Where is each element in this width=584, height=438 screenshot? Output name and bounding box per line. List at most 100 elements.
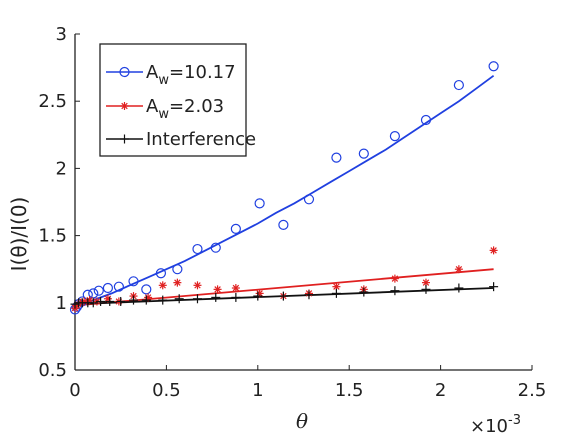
data-point-series-2 bbox=[193, 281, 202, 290]
data-point-series-3 bbox=[70, 299, 80, 309]
x-tick-label: 0 bbox=[69, 380, 80, 401]
data-point-series-2 bbox=[213, 285, 222, 294]
data-point-series-1 bbox=[254, 198, 265, 209]
data-point-series-3 bbox=[116, 296, 126, 306]
star-stroke bbox=[391, 275, 399, 282]
axis-labels: I(θ)/I(0) θ ×10-3 bbox=[7, 197, 521, 437]
axes: 0 0.5 1 1.5 2 2.50.511.522.53 bbox=[38, 24, 546, 401]
legend-star-glyph bbox=[120, 102, 129, 110]
legend-entry-1: Aw=10.17 bbox=[106, 62, 236, 88]
data-point-series-1 bbox=[113, 281, 124, 292]
data-point-series-3 bbox=[454, 283, 464, 293]
data-point-series-2 bbox=[390, 274, 399, 283]
data-point-series-2 bbox=[454, 265, 463, 274]
data-points bbox=[69, 61, 499, 315]
data-point-series-3 bbox=[96, 296, 106, 306]
data-point-series-3 bbox=[359, 287, 369, 297]
y-tick-label: 2 bbox=[56, 158, 67, 179]
legend-label-1-rest: =10.17 bbox=[169, 62, 236, 83]
data-point-series-3 bbox=[158, 295, 168, 305]
legend-label-2: Aw=2.03 bbox=[146, 96, 224, 122]
legend-marker-1 bbox=[119, 66, 130, 78]
data-point-series-1 bbox=[389, 131, 400, 142]
legend-entry-2: Aw=2.03 bbox=[106, 96, 224, 122]
y-tick-label: 2.5 bbox=[38, 91, 67, 112]
x-exponent-base: ×10 bbox=[470, 416, 508, 437]
data-point-series-3 bbox=[253, 291, 263, 301]
star-stroke bbox=[174, 279, 181, 286]
star-stroke bbox=[422, 279, 430, 286]
star-stroke bbox=[232, 284, 240, 292]
x-tick-label: 1.5 bbox=[335, 380, 364, 401]
legend-label-1-main: A bbox=[146, 62, 159, 83]
star-stroke bbox=[333, 283, 340, 290]
star-stroke bbox=[490, 247, 497, 254]
data-point-series-2 bbox=[158, 281, 167, 290]
y-tick-label: 1 bbox=[56, 293, 67, 314]
x-tick-label: 2.5 bbox=[518, 380, 547, 401]
data-point-series-3 bbox=[88, 298, 98, 308]
x-tick-label: 1 bbox=[252, 380, 263, 401]
y-tick-label: 1.5 bbox=[38, 226, 67, 247]
fit-line-series-2 bbox=[74, 268, 494, 307]
legend-label-2-sub: w bbox=[158, 107, 169, 122]
star-stroke bbox=[121, 102, 128, 110]
legend-label-2-rest: =2.03 bbox=[169, 96, 224, 117]
x-axis-label: θ bbox=[296, 409, 308, 433]
data-point-series-3 bbox=[304, 290, 314, 300]
star-stroke bbox=[214, 286, 221, 293]
star-stroke bbox=[159, 282, 166, 289]
data-point-series-1 bbox=[303, 194, 315, 205]
data-point-series-2 bbox=[231, 284, 240, 293]
star-stroke bbox=[455, 265, 463, 273]
data-point-series-1 bbox=[453, 79, 464, 91]
data-point-series-1 bbox=[331, 152, 342, 163]
data-point-series-3 bbox=[128, 295, 138, 305]
data-point-series-1 bbox=[102, 282, 114, 294]
data-point-series-1 bbox=[155, 268, 167, 279]
legend: Aw=10.17 Aw=2.03 Interference bbox=[99, 43, 256, 157]
data-point-series-1 bbox=[128, 276, 139, 287]
data-point-series-1 bbox=[210, 242, 221, 253]
data-point-series-1 bbox=[230, 223, 241, 234]
legend-label-3: Interference bbox=[146, 129, 256, 150]
data-point-series-1 bbox=[88, 288, 99, 299]
fit-line-series-1 bbox=[74, 74, 495, 308]
legend-label-2-main: A bbox=[146, 96, 159, 117]
data-point-series-3 bbox=[278, 291, 288, 301]
data-point-series-1 bbox=[172, 264, 183, 275]
data-point-series-1 bbox=[488, 61, 499, 72]
data-point-series-3 bbox=[105, 296, 115, 306]
legend-marker-3 bbox=[120, 134, 129, 144]
data-point-series-3 bbox=[192, 294, 202, 304]
x-tick-label: 0.5 bbox=[152, 380, 181, 401]
legend-label-1-sub: w bbox=[158, 73, 169, 88]
data-point-series-3 bbox=[421, 284, 431, 294]
data-point-series-1 bbox=[93, 285, 104, 296]
x-exponent-power: -3 bbox=[508, 413, 521, 428]
data-point-series-1 bbox=[141, 284, 152, 295]
data-point-series-1 bbox=[278, 219, 289, 230]
data-point-series-2 bbox=[489, 246, 498, 255]
data-point-series-2 bbox=[80, 297, 89, 306]
legend-entry-3: Interference bbox=[106, 129, 256, 150]
data-point-series-3 bbox=[141, 295, 151, 305]
star-stroke bbox=[104, 295, 112, 302]
data-point-series-3 bbox=[231, 292, 241, 302]
x-tick-label: 2 bbox=[435, 380, 446, 401]
data-point-series-2 bbox=[173, 278, 182, 287]
data-point-series-1 bbox=[358, 148, 369, 159]
star-stroke bbox=[194, 282, 201, 289]
data-point-series-3 bbox=[174, 294, 184, 304]
data-point-series-3 bbox=[211, 292, 221, 302]
data-point-series-1 bbox=[420, 114, 432, 126]
y-tick-label: 0.5 bbox=[38, 360, 67, 381]
y-tick-label: 3 bbox=[56, 24, 67, 45]
y-axis-label: I(θ)/I(0) bbox=[7, 197, 31, 272]
legend-plus-glyph bbox=[120, 134, 129, 144]
legend-label-1: Aw=10.17 bbox=[146, 62, 236, 88]
legend-marker-2 bbox=[120, 102, 129, 110]
data-point-series-3 bbox=[390, 286, 400, 296]
